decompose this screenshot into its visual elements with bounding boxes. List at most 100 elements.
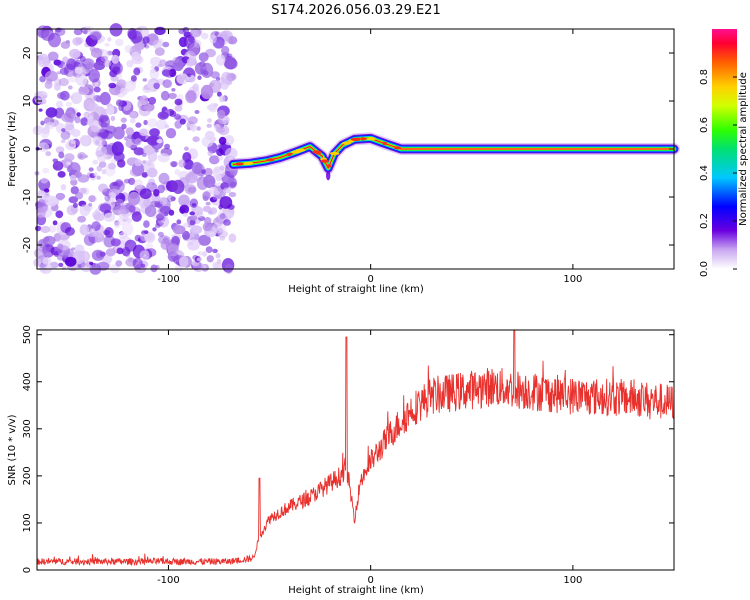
noise-blob bbox=[65, 101, 73, 107]
noise-blob bbox=[52, 161, 64, 171]
noise-blob bbox=[45, 151, 52, 157]
noise-blob bbox=[205, 246, 213, 254]
noise-blob bbox=[198, 52, 209, 62]
noise-blob bbox=[124, 45, 133, 53]
noise-blob bbox=[93, 86, 101, 93]
noise-blob bbox=[201, 32, 209, 40]
noise-blob bbox=[155, 223, 161, 229]
colorbar-gradient bbox=[712, 29, 737, 269]
noise-blob bbox=[45, 244, 50, 248]
noise-blob bbox=[193, 261, 204, 273]
noise-blob bbox=[162, 79, 172, 88]
noise-blob bbox=[60, 184, 67, 191]
noise-blob bbox=[109, 70, 118, 78]
ridge-hotspot bbox=[360, 137, 367, 141]
colorbar-ticks: 0.0 0.2 0.4 0.6 0.8 bbox=[699, 69, 737, 277]
noise-blob bbox=[131, 55, 144, 65]
spectrogram-x-axis-label: Height of straight line (km) bbox=[288, 284, 424, 295]
noise-blob bbox=[100, 203, 112, 213]
noise-blob bbox=[42, 167, 50, 174]
noise-blob bbox=[139, 95, 149, 105]
colorbar-tick-label: 0.0 bbox=[699, 261, 710, 277]
noise-blob bbox=[142, 36, 150, 44]
y-tick-label: 300 bbox=[22, 419, 33, 438]
noise-blob bbox=[111, 66, 121, 74]
noise-blob bbox=[196, 176, 209, 190]
noise-blob bbox=[80, 117, 88, 126]
noise-blob bbox=[95, 145, 107, 156]
noise-blob bbox=[187, 216, 192, 220]
noise-blob bbox=[115, 38, 124, 47]
noise-blob bbox=[134, 42, 145, 51]
noise-blob bbox=[80, 262, 92, 273]
noise-blob bbox=[103, 60, 112, 68]
noise-blob bbox=[210, 71, 220, 79]
noise-blob bbox=[92, 135, 103, 146]
y-tick-label: 0 bbox=[22, 146, 33, 152]
noise-blob bbox=[202, 222, 212, 232]
noise-blob bbox=[141, 263, 146, 268]
noise-blob bbox=[225, 147, 238, 159]
ridge-hotspot bbox=[245, 161, 254, 165]
noise-blob bbox=[197, 251, 204, 256]
noise-blob bbox=[190, 28, 202, 38]
noise-blob bbox=[92, 159, 99, 165]
noise-blob bbox=[217, 144, 222, 148]
noise-blob bbox=[143, 220, 150, 228]
y-tick-label: 500 bbox=[22, 325, 33, 344]
spectrogram-x-ticks: -100 0 100 bbox=[157, 29, 582, 285]
noise-blob bbox=[55, 100, 64, 108]
noise-blob bbox=[40, 225, 51, 234]
noise-blob bbox=[47, 51, 59, 61]
noise-blob bbox=[83, 30, 88, 35]
ridge-hotspot bbox=[312, 150, 322, 154]
noise-blob bbox=[202, 191, 211, 200]
noise-blob bbox=[124, 80, 136, 92]
noise-blob bbox=[64, 121, 75, 131]
noise-blob bbox=[90, 122, 101, 133]
noise-blob bbox=[118, 209, 127, 219]
noise-blob bbox=[128, 177, 136, 185]
noise-blob bbox=[109, 23, 123, 37]
noise-blob bbox=[217, 109, 226, 119]
noise-blob bbox=[218, 136, 227, 145]
noise-blob bbox=[198, 234, 211, 246]
ridge-hotspot bbox=[235, 162, 244, 166]
noise-blob bbox=[174, 114, 182, 120]
noise-blob bbox=[191, 215, 198, 221]
noise-blob bbox=[219, 213, 226, 220]
noise-blob bbox=[127, 191, 140, 206]
noise-blob bbox=[213, 190, 220, 196]
noise-blob bbox=[179, 204, 190, 215]
noise-blob bbox=[215, 174, 222, 182]
noise-blob bbox=[228, 233, 237, 243]
snr-line-group bbox=[36, 329, 675, 567]
noise-blob bbox=[161, 69, 171, 77]
noise-blob bbox=[112, 126, 125, 140]
x-tick-label: -100 bbox=[157, 575, 180, 586]
noise-blob bbox=[219, 235, 226, 241]
noise-blob bbox=[89, 30, 102, 40]
noise-blob bbox=[94, 82, 99, 87]
noise-blob bbox=[79, 134, 90, 146]
noise-blob bbox=[183, 159, 194, 170]
noise-blob bbox=[162, 41, 170, 48]
noise-blob bbox=[184, 172, 198, 184]
noise-blob bbox=[160, 239, 171, 250]
noise-blob bbox=[54, 107, 65, 119]
noise-blob bbox=[107, 162, 116, 170]
noise-blob bbox=[116, 247, 124, 255]
ridge-hotspot bbox=[266, 158, 275, 162]
noise-blob bbox=[224, 57, 238, 70]
noise-blob bbox=[168, 92, 177, 100]
snr-x-ticks: -100 0 100 bbox=[157, 330, 582, 586]
noise-blob bbox=[34, 248, 45, 258]
noise-blob bbox=[99, 91, 111, 106]
noise-blob bbox=[79, 224, 90, 236]
ridge-hotspot bbox=[382, 141, 388, 146]
noise-blob bbox=[134, 159, 143, 167]
noise-blob bbox=[88, 202, 93, 207]
noise-blob bbox=[193, 39, 202, 48]
noise-blob bbox=[178, 28, 186, 35]
noise-blob bbox=[78, 86, 90, 96]
